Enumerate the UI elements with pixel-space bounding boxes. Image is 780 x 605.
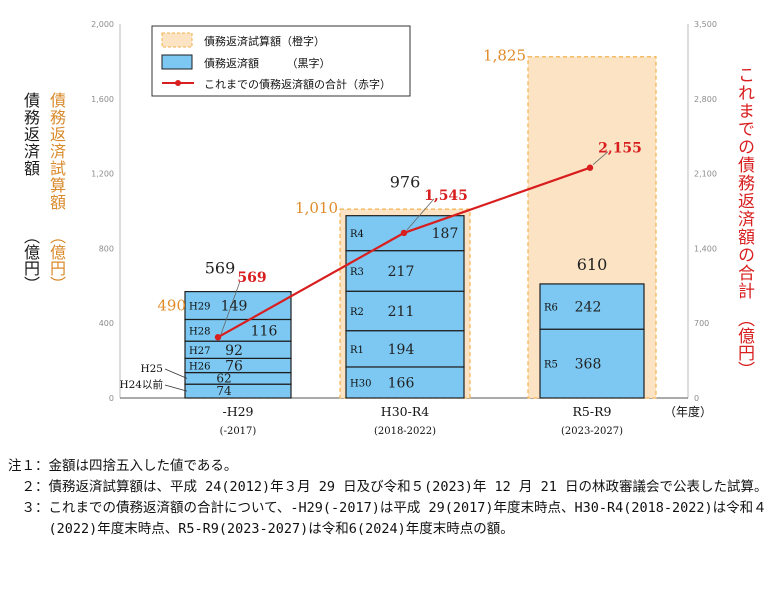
- left-tick-label: 1,200: [91, 170, 114, 179]
- debt-repayment-chart: 0 400 800 1,200 1,600 2,000 0 700 1,400 2,100 2,80…: [91, 20, 717, 437]
- segment-year-label: R3: [350, 267, 364, 278]
- estimate-value-label: 1,010: [295, 199, 338, 217]
- notes: 注１： 金額は四捨五入した値である。 ２： 債務返済試算額は、平成 24(201…: [8, 456, 776, 540]
- cumulative-value-label: 569: [237, 270, 266, 286]
- note-1: 注１： 金額は四捨五入した値である。: [8, 456, 776, 477]
- segment-year-label: H25: [140, 363, 163, 375]
- right-axis-title: これまでの債務返済額の合計: [734, 66, 754, 300]
- data-labels: 490 H24以前 74 H25 62 H26 76 H27 92 H28 116 H29 149 569…: [119, 47, 641, 437]
- cumulative-point: [214, 333, 222, 341]
- cumulative-leader-line: [220, 281, 241, 335]
- note-1-text: 金額は四捨五入した値である。: [48, 458, 238, 474]
- segment-value-label: 187: [432, 226, 459, 242]
- note-2: ２： 債務返済試算額は、平成 24(2012)年３月 29 日及び令和５(202…: [8, 477, 776, 498]
- legend-box: [151, 25, 411, 97]
- actual-segment: [345, 290, 465, 332]
- segment-value-label: 242: [575, 300, 602, 316]
- right-tick-label: 2,100: [694, 170, 717, 179]
- cumulative-point: [586, 164, 594, 171]
- legend-actual-label: 債務返済額 （黒字）: [204, 56, 331, 70]
- segment-leader-line: [164, 368, 188, 379]
- actual-segment: [345, 366, 465, 399]
- segment-year-label: R5: [544, 360, 558, 371]
- segment-value-label: 76: [225, 358, 243, 374]
- segment-year-label: H26: [189, 361, 210, 372]
- cumulative-point: [400, 229, 408, 237]
- segment-year-label: H27: [189, 346, 210, 357]
- estimate-value-label: 1,825: [483, 47, 526, 65]
- segment-value-label: 217: [388, 264, 415, 280]
- actual-segment: [539, 283, 645, 330]
- note-1-number: 注１：: [8, 458, 49, 474]
- legend: 債務返済試算額（橙字） 債務返済額 （黒字） これまでの債務返済額の合計（赤字）: [151, 25, 411, 97]
- x-unit-label: （年度）: [664, 404, 712, 419]
- left-tick-label: 400: [99, 319, 114, 328]
- total-value-label: 569: [205, 259, 236, 278]
- segment-value-label: 62: [216, 371, 231, 385]
- cumulative-value-label: 2,155: [598, 141, 642, 157]
- legend-cumulative-label: これまでの債務返済額の合計（赤字）: [204, 77, 391, 91]
- left-axis-unit-actual: （億円）: [21, 228, 40, 292]
- left-axis-unit-estimate: （億円）: [47, 228, 66, 292]
- estimate-value-label: 490: [157, 296, 186, 314]
- segment-value-label: 74: [216, 384, 232, 398]
- actual-bars: [184, 215, 645, 399]
- segment-year-label: R2: [350, 307, 364, 318]
- note-3-text: これまでの債務返済額の合計について、-H29(-2017)は平成 29(2017…: [48, 500, 767, 537]
- legend-estimate-label: 債務返済試算額（橙字）: [204, 34, 325, 48]
- segment-value-label: 116: [251, 323, 278, 339]
- segment-leader-line: [164, 384, 188, 392]
- note-3: ３： これまでの債務返済額の合計について、-H29(-2017)は平成 29(2…: [8, 498, 776, 540]
- segment-year-label: H29: [189, 302, 210, 313]
- left-tick-label: 2,000: [91, 20, 114, 29]
- cumulative-leader-line: [592, 151, 609, 166]
- left-axis-title-actual: 債務返済額: [21, 92, 40, 177]
- segment-year-label: R1: [350, 345, 364, 356]
- left-tick-label: 800: [99, 244, 114, 253]
- note-2-number: ２：: [8, 479, 49, 495]
- segment-value-label: 368: [575, 357, 602, 373]
- segment-value-label: 211: [388, 304, 415, 320]
- cumulative-line: [214, 151, 609, 341]
- left-tick-label: 1,600: [91, 95, 114, 104]
- segment-value-label: 194: [388, 342, 415, 358]
- right-tick-label: 1,400: [694, 244, 717, 253]
- legend-actual-swatch: [161, 54, 193, 70]
- x-category-sublabel: (2023-2027): [561, 426, 623, 437]
- total-value-label: 976: [390, 172, 421, 191]
- x-category-label: R5-R9: [573, 404, 612, 419]
- legend-estimate-swatch: [161, 32, 193, 48]
- x-category-sublabel: (2018-2022): [374, 426, 436, 437]
- cumulative-value-label: 1,545: [424, 188, 468, 204]
- segment-value-label: 149: [221, 299, 248, 315]
- segment-value-label: 166: [388, 375, 415, 391]
- cumulative-leader-line: [406, 198, 435, 231]
- segment-year-label: H30: [350, 378, 371, 389]
- right-tick-label: 0: [694, 394, 699, 403]
- right-tick-label: 700: [694, 319, 709, 328]
- x-category-label: H30-R4: [381, 404, 429, 419]
- left-axis-title-estimate: 債務返済試算額: [47, 92, 66, 211]
- right-tick-label: 2,800: [694, 95, 717, 104]
- actual-segment: [184, 383, 292, 399]
- x-category-sublabel: (-2017): [220, 426, 257, 437]
- segment-year-label: H24以前: [119, 378, 163, 391]
- note-2-text: 債務返済試算額は、平成 24(2012)年３月 29 日及び令和５(2023)年…: [48, 479, 768, 495]
- right-axis-unit: （億円）: [734, 310, 754, 378]
- legend-cumulative-marker: [175, 80, 181, 86]
- total-value-label: 610: [577, 255, 608, 274]
- segment-year-label: R4: [350, 229, 364, 240]
- note-3-number: ３：: [8, 500, 49, 516]
- actual-segment: [345, 215, 465, 252]
- segment-value-label: 92: [225, 343, 243, 359]
- left-tick-label: 0: [109, 394, 114, 403]
- actual-segment: [539, 328, 645, 399]
- x-category-label: -H29: [222, 404, 253, 419]
- segment-year-label: R6: [544, 303, 558, 314]
- segment-year-label: H28: [189, 326, 210, 337]
- actual-segment: [345, 250, 465, 292]
- right-tick-label: 3,500: [694, 20, 717, 29]
